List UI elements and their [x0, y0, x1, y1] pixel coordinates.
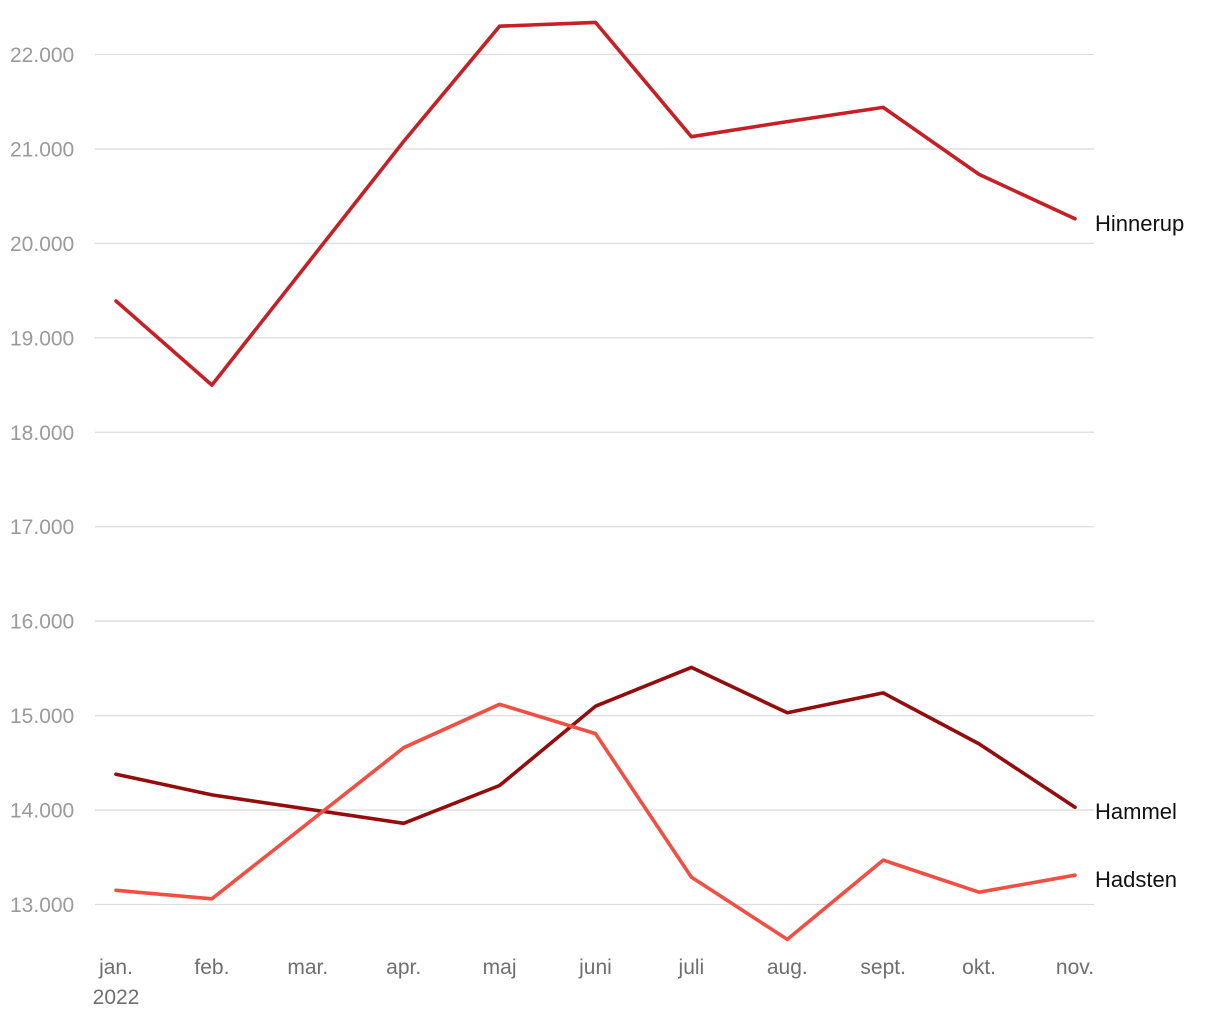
y-tick-label: 13.000	[10, 894, 74, 917]
x-tick-label: feb.	[194, 956, 229, 979]
y-tick-label: 22.000	[10, 44, 74, 67]
gridlines	[95, 53, 1094, 906]
y-tick-label: 20.000	[10, 233, 74, 256]
series-label-hammel: Hammel	[1095, 799, 1177, 824]
x-tick-label: maj	[483, 956, 517, 979]
series-label-hadsten: Hadsten	[1095, 867, 1177, 892]
x-tick-label: jan.	[98, 956, 133, 979]
series-line-hadsten	[114, 702, 1077, 942]
series-lines	[114, 20, 1077, 942]
x-tick-label: sept.	[860, 956, 906, 979]
y-tick-label: 21.000	[10, 138, 74, 161]
x-tick-label: mar.	[287, 956, 328, 979]
x-tick-label: apr.	[386, 956, 421, 979]
x-axis-year-label: 2022	[93, 986, 140, 1009]
series-end-labels: Hinnerup Hammel Hadsten	[1095, 211, 1184, 892]
y-tick-label: 14.000	[10, 800, 74, 823]
y-tick-label: 17.000	[10, 516, 74, 539]
x-tick-label: okt.	[962, 956, 996, 979]
x-tick-label: juli	[678, 956, 705, 979]
y-axis-tick-labels: 13.000 14.000 15.000 16.000 17.000 18.000 19.0…	[10, 44, 74, 917]
x-tick-label: juni	[578, 956, 612, 979]
x-tick-label: nov.	[1056, 956, 1094, 979]
series-label-hinnerup: Hinnerup	[1095, 211, 1184, 236]
x-tick-label: aug.	[767, 956, 808, 979]
y-tick-label: 18.000	[10, 422, 74, 445]
y-tick-label: 15.000	[10, 705, 74, 728]
y-tick-label: 19.000	[10, 327, 74, 350]
series-line-hammel	[114, 665, 1077, 826]
x-axis-tick-labels: 2022 jan. feb. mar. apr. maj juni juli aug. sept…	[93, 956, 1094, 1009]
series-line-hinnerup	[114, 20, 1077, 387]
y-tick-label: 16.000	[10, 611, 74, 634]
